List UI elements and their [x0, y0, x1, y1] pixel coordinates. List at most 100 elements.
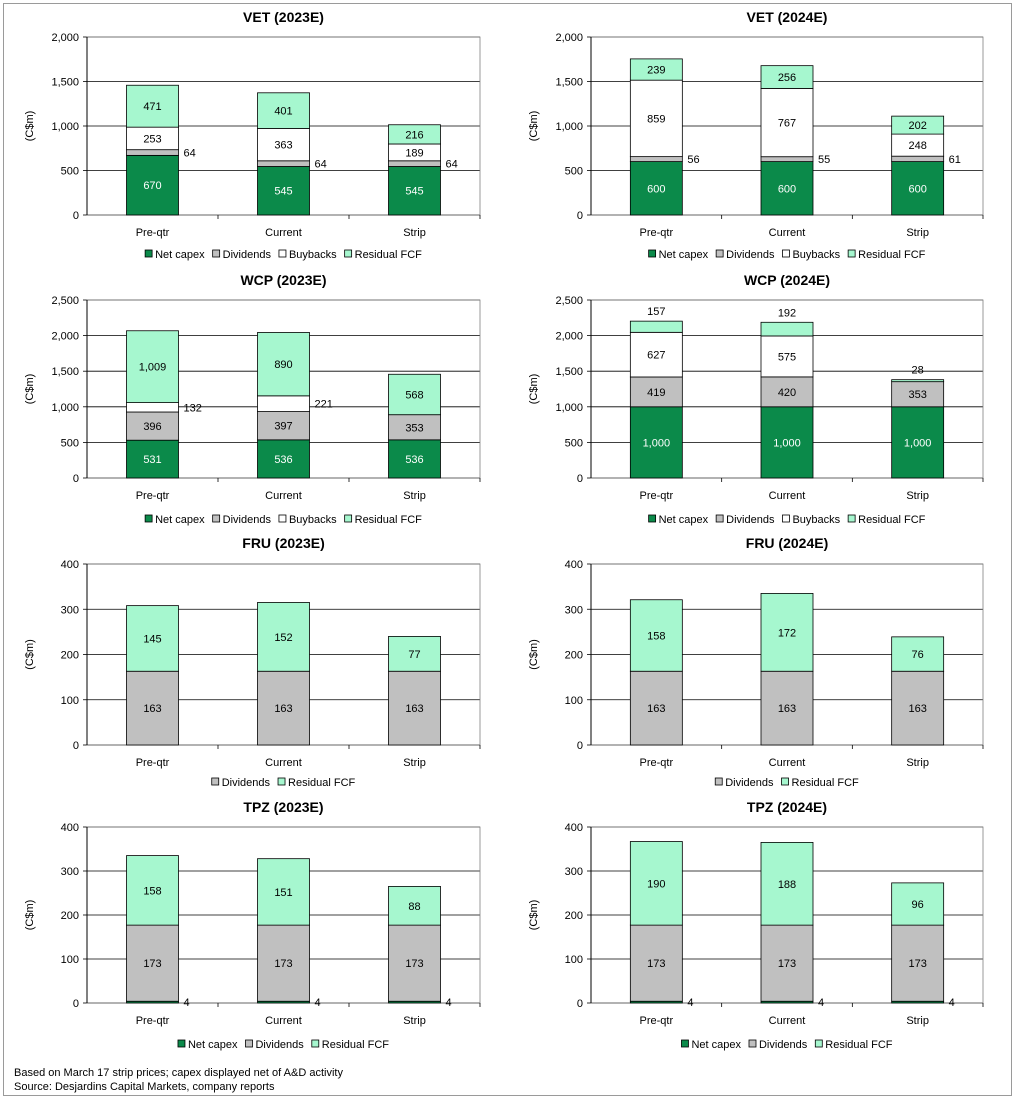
legend-label-dividends: Dividends [759, 1039, 808, 1051]
y-tick-label: 500 [61, 166, 79, 178]
y-tick-label: 0 [577, 740, 583, 752]
data-label-buybacks-strip: 189 [405, 147, 423, 159]
data-label-net-capex-pre-qtr: 1,000 [643, 437, 671, 449]
y-tick-label: 2,000 [555, 32, 583, 44]
x-category-label: Strip [906, 227, 929, 239]
data-label-dividends-pre-qtr: 173 [143, 958, 161, 970]
x-category-label: Pre-qtr [640, 757, 674, 769]
data-label-dividends-strip: 61 [949, 154, 961, 166]
data-label-dividends-current: 163 [778, 703, 796, 715]
data-label-residual-fcf-current: 192 [778, 307, 796, 319]
x-category-label: Pre-qtr [136, 757, 170, 769]
bar-residual-fcf-current [760, 842, 814, 926]
bar-dividends-strip [891, 155, 945, 163]
bar-dividends-current [257, 411, 310, 441]
data-label-net-capex-strip: 1,000 [904, 437, 932, 449]
legend-label-buybacks: Buybacks [792, 249, 840, 261]
legend-swatch-residual-fcf [847, 249, 856, 258]
legend-label-residual-fcf: Residual FCF [288, 777, 356, 789]
x-category-label: Current [265, 757, 302, 769]
x-category-label: Strip [403, 757, 426, 769]
y-tick-label: 100 [61, 695, 79, 707]
y-tick-label: 100 [565, 695, 583, 707]
legend-swatch-residual-fcf [277, 777, 286, 786]
legend-swatch-buybacks [782, 249, 790, 258]
y-tick-label: 400 [61, 559, 79, 571]
y-tick-label: 300 [61, 866, 79, 878]
data-label-residual-fcf-strip: 88 [408, 901, 420, 913]
bar-residual-fcf-pre-qtr [126, 84, 179, 128]
bar-buybacks-current [257, 128, 310, 162]
data-label-residual-fcf-current: 151 [274, 887, 292, 899]
legend-swatch-net-capex [648, 249, 657, 258]
y-tick-label: 100 [61, 954, 79, 966]
legend-swatch-buybacks [278, 249, 287, 258]
data-label-dividends-pre-qtr: 163 [143, 703, 161, 715]
data-label-net-capex-current: 4 [818, 997, 824, 1009]
data-label-net-capex-current: 1,000 [773, 437, 801, 449]
bar-dividends-current [760, 156, 814, 163]
data-label-residual-fcf-pre-qtr: 1,009 [139, 362, 167, 374]
y-tick-label: 300 [565, 604, 583, 616]
legend-swatch-residual-fcf [781, 777, 789, 786]
bar-residual-fcf-strip [891, 636, 945, 672]
bar-dividends-current [257, 670, 310, 746]
chart-title-vet-2023e: VET (2023E) [243, 9, 324, 25]
legend-label-dividends: Dividends [255, 1039, 304, 1051]
bar-dividends-current [257, 924, 310, 1002]
x-category-label: Pre-qtr [640, 227, 674, 239]
y-tick-label: 200 [565, 650, 583, 662]
bar-dividends-current [760, 376, 814, 408]
legend-swatch-buybacks [782, 514, 790, 523]
data-label-residual-fcf-strip: 96 [912, 899, 924, 911]
legend-label-residual-fcf: Residual FCF [858, 514, 926, 526]
bar-dividends-strip [891, 381, 945, 408]
x-category-label: Pre-qtr [640, 1015, 674, 1027]
data-label-residual-fcf-pre-qtr: 239 [647, 65, 665, 77]
chart-title-fru-2024e: FRU (2024E) [746, 535, 828, 551]
data-label-net-capex-current: 545 [274, 186, 292, 198]
y-axis-label: (C$m) [528, 111, 540, 142]
x-category-label: Strip [906, 757, 929, 769]
bar-residual-fcf-current [760, 65, 814, 89]
data-label-buybacks-strip: 248 [908, 140, 926, 152]
legend-swatch-dividends [715, 514, 724, 523]
data-label-buybacks-current: 575 [778, 351, 796, 363]
y-axis-label: (C$m) [528, 900, 540, 931]
data-label-buybacks-current: 363 [274, 140, 292, 152]
y-tick-label: 200 [61, 650, 79, 662]
y-tick-label: 2,500 [555, 295, 583, 307]
bar-dividends-strip [891, 670, 945, 746]
data-label-net-capex-pre-qtr: 670 [143, 180, 161, 192]
data-label-residual-fcf-strip: 568 [405, 389, 423, 401]
data-label-residual-fcf-current: 172 [778, 627, 796, 639]
y-tick-label: 0 [577, 210, 583, 222]
data-label-dividends-strip: 64 [446, 159, 458, 171]
y-axis-label: (C$m) [528, 374, 540, 405]
y-axis-label: (C$m) [528, 639, 540, 670]
data-label-residual-fcf-pre-qtr: 158 [647, 630, 665, 642]
data-label-dividends-strip: 353 [908, 389, 926, 401]
y-tick-label: 0 [577, 473, 583, 485]
legend-swatch-dividends [715, 249, 724, 258]
data-label-residual-fcf-pre-qtr: 145 [143, 633, 161, 645]
bar-dividends-pre-qtr [629, 670, 683, 746]
data-label-residual-fcf-strip: 77 [408, 649, 420, 661]
data-label-residual-fcf-current: 256 [778, 72, 796, 84]
bar-net-capex-pre-qtr [126, 439, 179, 479]
x-category-label: Current [265, 490, 302, 502]
bar-residual-fcf-current [257, 602, 310, 672]
bar-net-capex-pre-qtr [629, 406, 683, 479]
bar-buybacks-pre-qtr [126, 402, 179, 413]
x-category-label: Pre-qtr [640, 490, 674, 502]
data-label-dividends-current: 64 [315, 159, 327, 171]
legend-label-net-capex: Net capex [691, 1039, 741, 1051]
y-tick-label: 2,000 [555, 331, 583, 343]
legend-label-net-capex: Net capex [155, 249, 205, 261]
bar-dividends-current [760, 670, 814, 746]
bar-dividends-current [760, 924, 814, 1002]
legend-label-buybacks: Buybacks [792, 514, 840, 526]
bar-residual-fcf-pre-qtr [629, 58, 683, 81]
bar-residual-fcf-strip [388, 373, 441, 416]
